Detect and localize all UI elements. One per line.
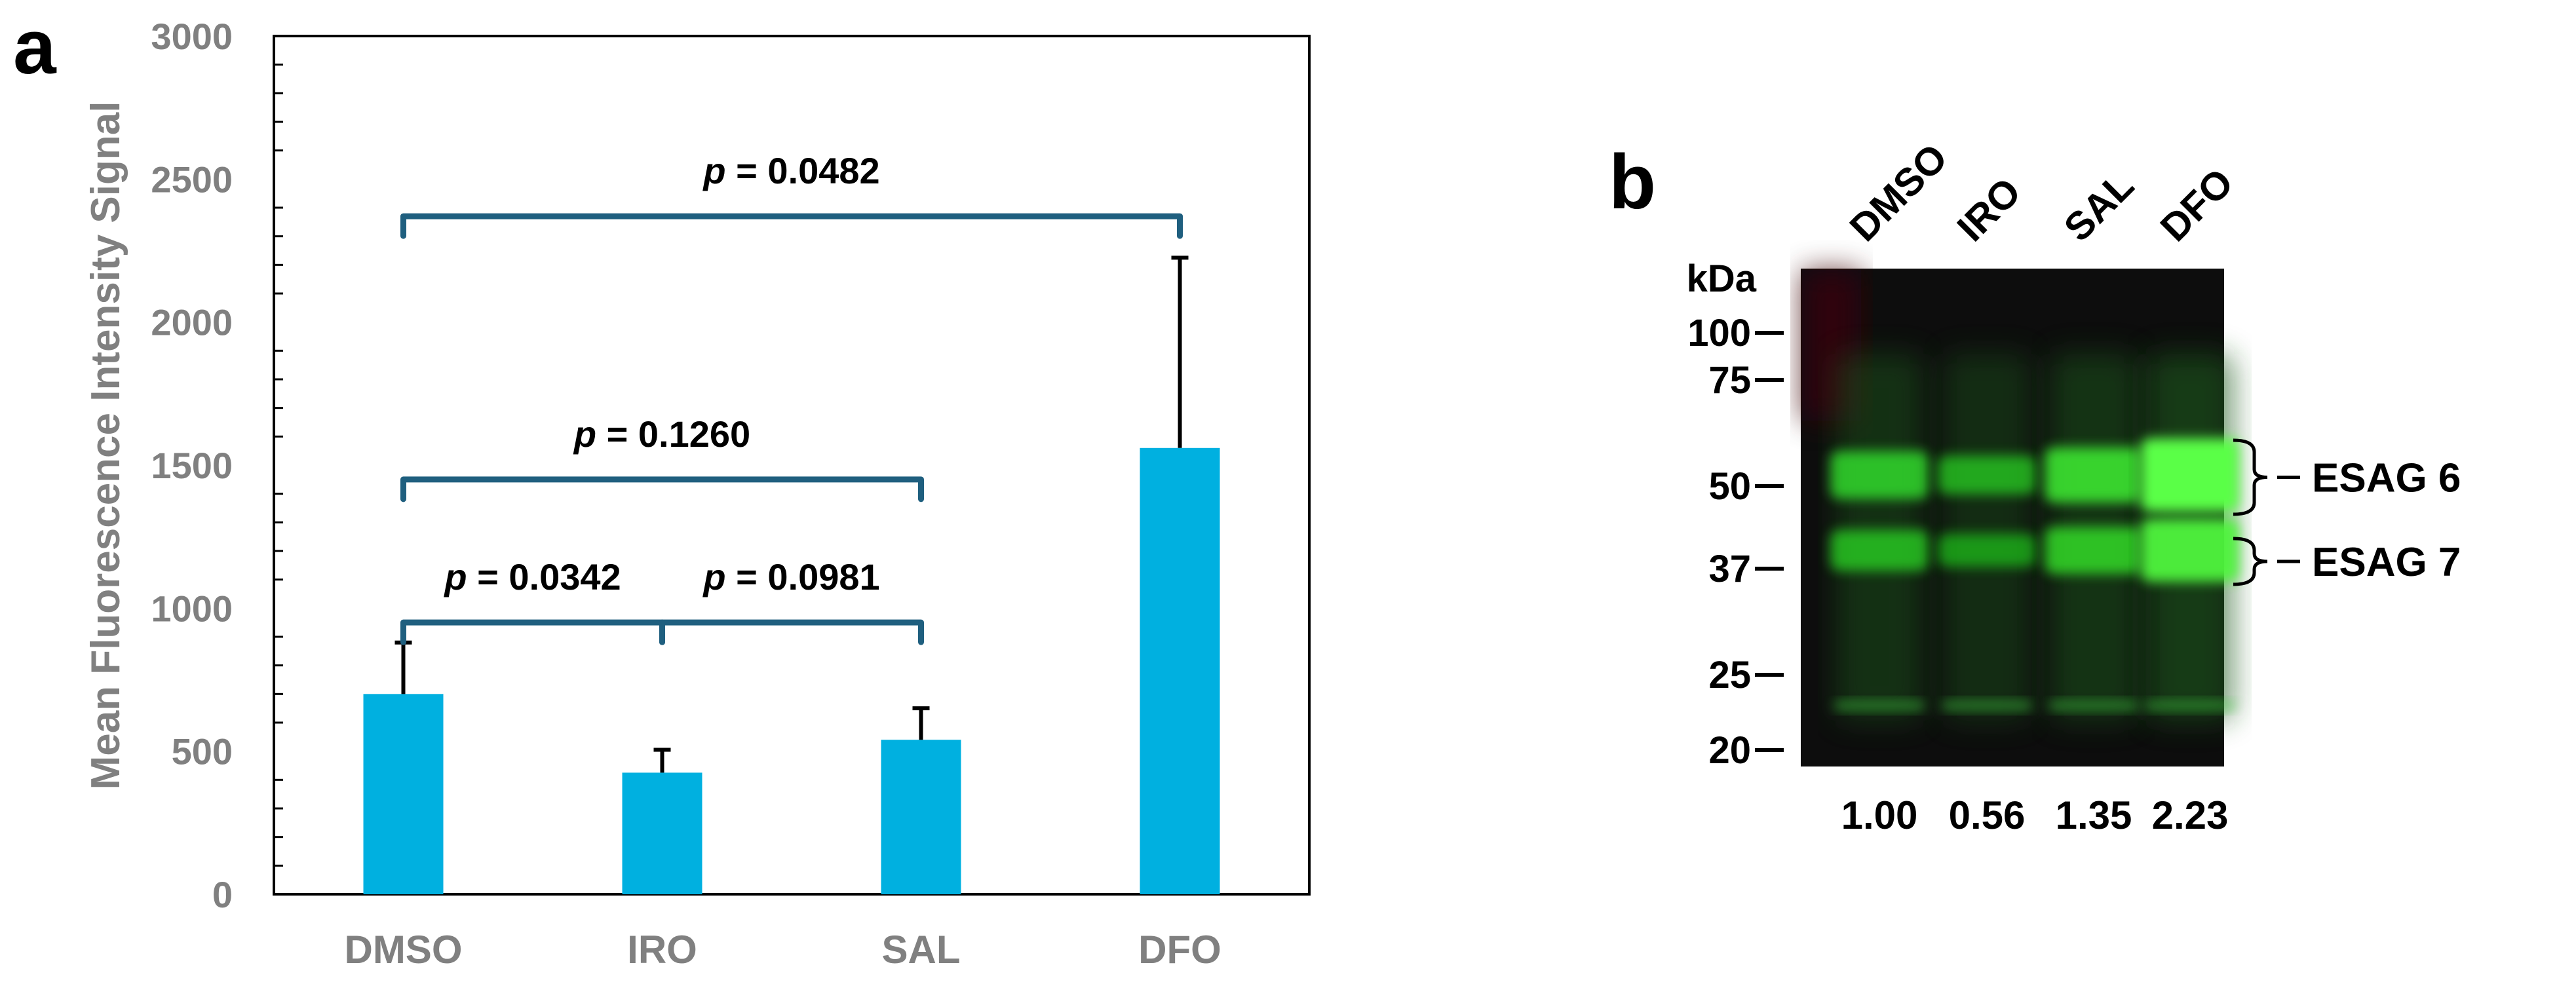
band-labels: ESAG 6 ESAG 7	[2233, 438, 2461, 586]
p-symbol: p	[573, 413, 596, 455]
p-symbol: p	[702, 150, 725, 191]
band-brace	[2233, 537, 2268, 586]
x-tick-label: DFO	[1138, 928, 1221, 972]
blot-lane-sal	[2045, 354, 2143, 721]
band-esag6	[1938, 455, 2036, 495]
lane-label: DMSO	[1841, 136, 1956, 250]
quantification-values: 1.00 0.56 1.35 2.23	[1841, 793, 2229, 837]
quant-value: 0.56	[1949, 793, 2026, 837]
x-tick-label: DMSO	[345, 928, 463, 972]
p-value-label: p = 0.1260	[573, 413, 750, 455]
plot-frame	[273, 35, 1311, 896]
lane-label: IRO	[1949, 169, 2029, 250]
y-minor-ticks	[274, 64, 283, 867]
significance-bracket	[400, 619, 665, 645]
marker-label: 25	[1708, 654, 1751, 696]
band-lower	[2145, 701, 2235, 710]
bar-sal	[881, 740, 961, 894]
x-tick-label: IRO	[627, 928, 697, 972]
x-tick-label: SAL	[882, 928, 961, 972]
y-tick-label: 0	[212, 874, 233, 915]
y-tick-labels: 0 500 1000 1500 2000 2500 3000	[151, 16, 233, 915]
y-tick-label: 1000	[151, 588, 233, 629]
panel-a-label: a	[13, 4, 57, 90]
p-value: = 0.0342	[467, 556, 621, 597]
bar-dfo	[1140, 447, 1220, 894]
blot-lane-iro	[1938, 354, 2036, 721]
y-tick-label: 1500	[151, 445, 233, 486]
y-tick-label: 2000	[151, 302, 233, 343]
band-esag7	[2141, 519, 2239, 582]
y-tick-label: 500	[172, 731, 233, 772]
p-value-label: p = 0.0482	[702, 150, 879, 191]
band-esag6	[2141, 438, 2239, 512]
marker-label: 75	[1708, 359, 1751, 402]
marker-label: 37	[1708, 548, 1751, 590]
band-lower	[1834, 701, 1925, 710]
p-symbol: p	[702, 556, 725, 597]
blot-lane-dmso	[1830, 354, 1929, 721]
marker-label: 50	[1708, 465, 1751, 508]
band-esag7	[1938, 533, 2036, 567]
band-esag6	[2045, 447, 2143, 503]
y-tick-label: 2500	[151, 159, 233, 200]
error-bars	[394, 255, 1189, 773]
y-axis-label: Mean Fluorescence Intensity Signal	[83, 102, 128, 790]
bars	[363, 447, 1220, 894]
band-brace	[2233, 438, 2268, 516]
bar-dmso	[363, 694, 444, 894]
band-label: ESAG 6	[2312, 456, 2461, 501]
quant-value: 1.35	[2056, 793, 2132, 837]
kda-label: kDa	[1687, 257, 1757, 300]
marker-label: 20	[1708, 729, 1751, 772]
molecular-weight-markers: 100 75 50 37 25 20	[1687, 312, 1784, 772]
quant-value: 2.23	[2152, 793, 2229, 837]
panel-a: a Mean Fluorescence Intensity Signal 0 50…	[13, 4, 1311, 972]
band-esag6	[1830, 451, 1929, 499]
y-tick-label: 3000	[151, 16, 233, 57]
lane-label: SAL	[2056, 163, 2142, 250]
x-tick-labels: DMSO IRO SAL DFO	[345, 928, 1221, 972]
marker-label: 100	[1687, 312, 1751, 354]
band-esag7	[2045, 526, 2143, 575]
p-value-label: p = 0.0981	[702, 556, 879, 597]
significance-bracket	[659, 619, 924, 645]
band-esag7	[1830, 529, 1929, 571]
panel-b-label: b	[1609, 139, 1656, 225]
p-value: = 0.1260	[596, 413, 750, 455]
band-label: ESAG 7	[2312, 540, 2461, 585]
band-lower	[1942, 701, 2032, 710]
p-symbol: p	[443, 556, 467, 597]
significance-bracket	[400, 476, 924, 502]
significance-bracket	[400, 213, 1183, 239]
blot-lanes	[1830, 354, 2239, 721]
p-value: = 0.0482	[726, 150, 880, 191]
quant-value: 1.00	[1841, 793, 1918, 837]
p-value: = 0.0981	[726, 556, 880, 597]
blot-lane-dfo	[2141, 354, 2239, 721]
p-value-label: p = 0.0342	[443, 556, 621, 597]
bar-iro	[622, 772, 702, 894]
lane-label: DFO	[2152, 160, 2242, 250]
band-lower	[2048, 701, 2139, 710]
